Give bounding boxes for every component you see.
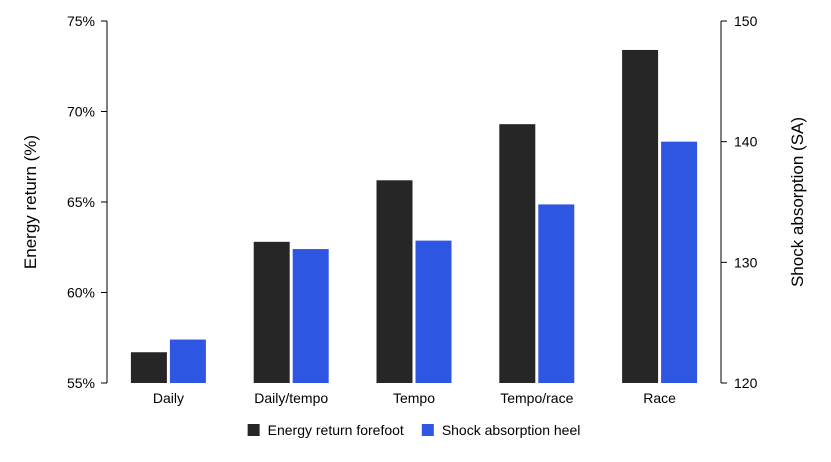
right-tick-label: 120: [734, 375, 758, 391]
left-tick-label: 70%: [67, 104, 95, 120]
bar-shock-absorption: [169, 339, 206, 383]
bar-energy-return: [499, 124, 536, 384]
bar-shock-absorption: [538, 204, 575, 383]
legend-label: Shock absorption heel: [442, 422, 581, 438]
bars: [130, 49, 698, 384]
x-tick-label: Daily: [153, 390, 184, 406]
legend-label: Energy return forefoot: [268, 422, 404, 438]
right-tick-label: 130: [734, 254, 758, 270]
right-tick-label: 140: [734, 134, 758, 150]
right-tick-label: 150: [734, 13, 758, 29]
x-tick-label: Tempo/race: [500, 390, 573, 406]
bar-shock-absorption: [415, 240, 452, 383]
x-axis: Daily Daily/tempo Tempo Tempo/race Race: [153, 390, 676, 406]
bar-energy-return: [376, 180, 413, 383]
x-tick-label: Daily/tempo: [254, 390, 328, 406]
bar-shock-absorption: [292, 249, 329, 383]
legend: Energy return forefoot Shock absorption h…: [247, 422, 581, 438]
right-axis-title: Shock absorption (SA): [788, 117, 807, 287]
left-y-axis: 55% 60% 65% 70% 75%: [67, 13, 108, 391]
left-axis-title: Energy return (%): [21, 135, 40, 269]
x-tick-label: Race: [643, 390, 676, 406]
left-tick-label: 60%: [67, 285, 95, 301]
legend-swatch: [247, 424, 260, 436]
bar-energy-return: [622, 49, 659, 384]
left-tick-label: 75%: [67, 13, 95, 29]
left-tick-label: 65%: [67, 194, 95, 210]
bar-energy-return: [253, 241, 290, 383]
legend-swatch: [421, 424, 434, 436]
right-y-axis: 120 130 140 150: [720, 13, 758, 391]
bar-energy-return: [130, 352, 167, 383]
bar-shock-absorption: [661, 141, 698, 383]
left-tick-label: 55%: [67, 375, 95, 391]
x-tick-label: Tempo: [393, 390, 435, 406]
